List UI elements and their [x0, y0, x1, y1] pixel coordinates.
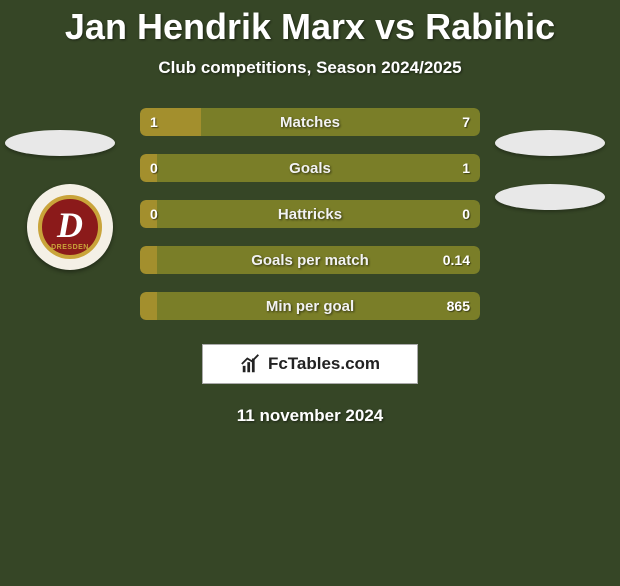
crest-letter: D — [57, 207, 83, 243]
bar-label: Matches — [140, 114, 480, 131]
stat-bar: 0.14Goals per match — [140, 246, 480, 274]
date-text: 11 november 2024 — [0, 406, 620, 426]
bar-label: Hattricks — [140, 206, 480, 223]
chart-icon — [240, 353, 262, 375]
stat-bar: 17Matches — [140, 108, 480, 136]
stat-bar: 01Goals — [140, 154, 480, 182]
stat-bars: 17Matches 01Goals 00Hattricks 0.14Goals per… — [140, 108, 480, 320]
club-crest-left: D DRESDEN — [27, 184, 113, 270]
bar-label: Min per goal — [140, 298, 480, 315]
stat-bar: 865Min per goal — [140, 292, 480, 320]
bar-label: Goals per match — [140, 252, 480, 269]
stat-bar: 00Hattricks — [140, 200, 480, 228]
fctables-logo[interactable]: FcTables.com — [202, 344, 418, 384]
placeholder-ellipse — [5, 130, 115, 156]
page-title: Jan Hendrik Marx vs Rabihic — [0, 6, 620, 48]
placeholder-ellipse — [495, 130, 605, 156]
logo-text: FcTables.com — [268, 354, 380, 374]
bar-label: Goals — [140, 160, 480, 177]
placeholder-ellipse — [495, 184, 605, 210]
crest-inner: D DRESDEN — [38, 195, 102, 259]
subtitle: Club competitions, Season 2024/2025 — [0, 58, 620, 78]
crest-text: DRESDEN — [51, 244, 89, 251]
